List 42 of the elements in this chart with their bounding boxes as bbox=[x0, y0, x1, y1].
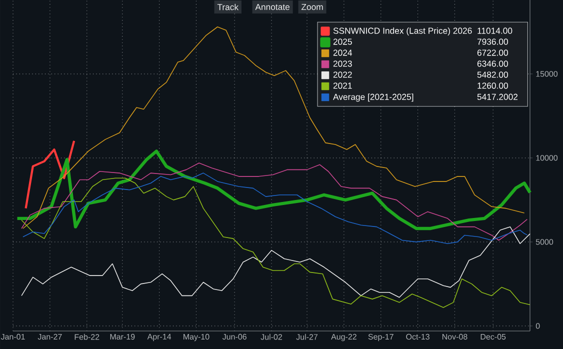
x-tick-label: May-10 bbox=[184, 334, 210, 342]
y-tick-label: 5000 bbox=[536, 239, 554, 245]
line-series bbox=[21, 178, 530, 308]
x-tick-label: Apr-14 bbox=[147, 334, 172, 342]
x-tick-label: Feb-22 bbox=[74, 334, 100, 340]
line-series bbox=[22, 172, 528, 244]
annotation: Track bbox=[217, 4, 239, 10]
line-series bbox=[21, 226, 530, 298]
y-tick-label: 15000 bbox=[536, 71, 558, 77]
annotation: 6722.00 bbox=[477, 50, 508, 56]
legend-label: 2024 bbox=[333, 50, 352, 56]
line-series bbox=[16, 150, 532, 230]
x-tick-label: Jan-27 bbox=[38, 334, 62, 340]
legend-label: 2023 bbox=[333, 60, 352, 67]
x-tick-label: Jul-02 bbox=[260, 334, 282, 340]
annotation: 5417.2002 bbox=[477, 94, 518, 100]
line-series bbox=[22, 26, 525, 229]
legend-label: 2022 bbox=[333, 72, 352, 78]
annotation: 6346.00 bbox=[477, 60, 508, 67]
annotation: 7936.00 bbox=[477, 38, 508, 45]
line-series bbox=[24, 140, 76, 210]
annotation: 5482.00 bbox=[477, 72, 508, 78]
x-tick-label: Dec-05 bbox=[480, 334, 506, 340]
x-tick-label: Nov-08 bbox=[442, 334, 468, 340]
annotation: Annotate bbox=[255, 4, 290, 10]
line-series bbox=[21, 162, 528, 241]
x-tick-label: Mar-19 bbox=[110, 334, 135, 340]
annotation: Zoom bbox=[301, 4, 323, 10]
y-tick-label: 10000 bbox=[536, 155, 558, 161]
annotation: 1260.00 bbox=[478, 82, 508, 89]
legend-label: 2025 bbox=[333, 38, 352, 45]
y-tick-label: 0 bbox=[536, 323, 540, 329]
x-tick-label: Sep-17 bbox=[368, 334, 394, 342]
legend-label: Average [2021-2025] bbox=[333, 94, 414, 102]
x-tick-label: Jun-06 bbox=[222, 334, 246, 340]
x-tick-label: Oct-13 bbox=[406, 334, 430, 340]
legend-label: SSNWNICD Index (Last Price) 2026 bbox=[333, 27, 472, 36]
x-tick-label: Jan-01 bbox=[0, 334, 25, 340]
annotation: 11014.00 bbox=[478, 28, 512, 34]
legend-label: 2021 bbox=[333, 82, 352, 89]
x-tick-label: Jul-27 bbox=[296, 334, 318, 340]
x-tick-label: Aug-22 bbox=[331, 334, 356, 342]
